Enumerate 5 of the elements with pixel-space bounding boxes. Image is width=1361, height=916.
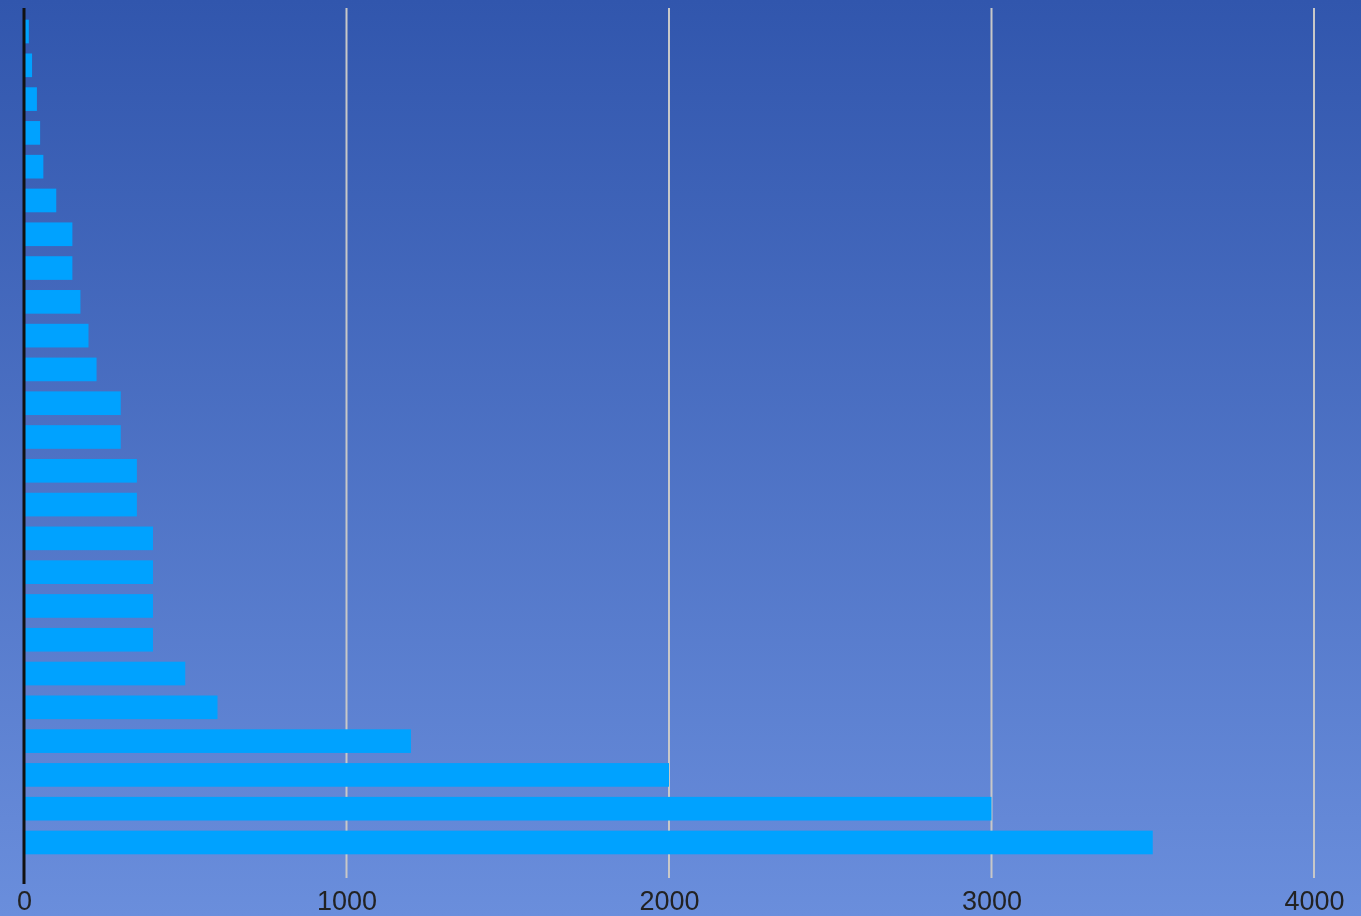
x-tick-label: 3000 [961,885,1023,916]
x-tick-label: 2000 [639,885,700,916]
x-tick-label: 0 [16,885,33,916]
x-tick-label: 4000 [1284,885,1345,916]
x-tick-label: 1000 [316,885,378,916]
